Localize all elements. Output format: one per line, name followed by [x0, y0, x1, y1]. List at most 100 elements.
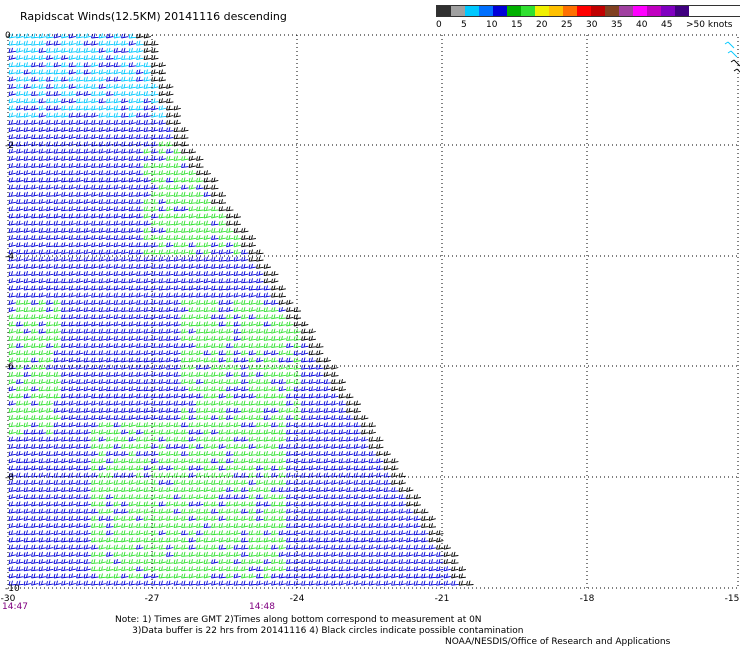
wind-barb: [188, 148, 196, 154]
wind-barb: [353, 501, 361, 507]
wind-barb: [53, 335, 61, 341]
wind-barb: [61, 54, 69, 61]
wind-barb: [31, 465, 39, 471]
wind-barb: [346, 429, 354, 435]
wind-barb: [128, 184, 137, 190]
wind-barb: [263, 350, 271, 356]
wind-barb: [181, 378, 189, 385]
wind-barb: [323, 443, 331, 449]
wind-barb: [91, 33, 99, 39]
wind-barb: [91, 249, 99, 255]
wind-barb: [233, 522, 241, 529]
wind-barb: [181, 234, 189, 241]
wind-barb: [113, 76, 121, 82]
wind-barb: [31, 537, 39, 543]
wind-barb: [128, 450, 137, 457]
wind-barb: [151, 378, 159, 385]
wind-barb: [121, 306, 129, 313]
wind-barb: [98, 69, 106, 75]
wind-barb: [368, 515, 376, 521]
wind-barb: [136, 335, 144, 341]
color-swatch: [451, 6, 465, 16]
wind-barb: [91, 537, 99, 543]
wind-barb: [8, 321, 17, 327]
wind-barb: [46, 486, 54, 493]
wind-barb: [143, 40, 152, 46]
wind-barb: [23, 558, 31, 565]
wind-barb: [68, 242, 76, 248]
wind-barb: [136, 393, 144, 399]
wind-barb: [98, 328, 106, 334]
wind-barb: [376, 580, 384, 586]
wind-barb: [91, 119, 99, 125]
wind-barb: [128, 494, 136, 500]
wind-barb: [83, 62, 91, 68]
wind-barb: [151, 299, 159, 305]
wind-barb: [263, 400, 271, 406]
wind-barb: [31, 40, 39, 46]
wind-barb: [128, 321, 136, 327]
wind-barb: [68, 350, 77, 356]
wind-barb: [23, 494, 32, 500]
wind-barb: [68, 69, 76, 75]
wind-barb: [53, 551, 61, 557]
wind-barb: [76, 566, 84, 572]
wind-barb: [113, 342, 121, 349]
wind-barb: [248, 436, 256, 442]
wind-barb: [113, 429, 121, 435]
wind-barb: [188, 249, 196, 255]
wind-barb: [181, 429, 189, 435]
wind-barb: [83, 458, 91, 464]
wind-barb: [76, 112, 84, 118]
wind-barb: [136, 486, 144, 493]
wind-barb: [278, 436, 286, 442]
wind-barb: [346, 400, 354, 406]
wind-barb: [143, 62, 152, 68]
wind-barb: [368, 479, 376, 485]
wind-barb: [241, 580, 249, 586]
wind-barb: [293, 544, 301, 550]
wind-barb: [308, 414, 316, 421]
wind-barb: [256, 465, 264, 471]
wind-barb: [293, 314, 302, 320]
wind-barb: [38, 436, 46, 442]
wind-barb: [38, 54, 46, 61]
wind-barb: [383, 551, 391, 557]
wind-barb: [188, 544, 196, 550]
wind-barb: [248, 450, 256, 457]
wind-barb: [241, 436, 249, 442]
wind-barb: [121, 407, 129, 413]
wind-barb: [136, 227, 144, 233]
wind-barb: [196, 544, 204, 550]
wind-barb: [271, 335, 279, 341]
wind-barb: [256, 486, 264, 493]
wind-barb: [38, 206, 46, 212]
wind-barb: [181, 580, 189, 586]
wind-barb: [128, 364, 136, 370]
wind-barb: [286, 386, 294, 392]
wind-barb: [113, 386, 121, 392]
wind-barb: [376, 450, 384, 457]
wind-barb: [53, 306, 61, 313]
wind-barb: [241, 508, 249, 514]
wind-barb: [196, 573, 204, 579]
wind-barb: [301, 429, 309, 435]
wind-barb: [248, 350, 256, 356]
lon-tick-label: -21: [435, 594, 450, 604]
wind-barb: [301, 494, 309, 500]
wind-barb: [286, 371, 294, 377]
wind-barb: [98, 515, 106, 521]
wind-barb: [83, 177, 92, 183]
wind-barb: [188, 227, 196, 233]
wind-barb: [91, 443, 99, 449]
wind-barb: [211, 378, 219, 385]
wind-barb: [151, 177, 159, 183]
wind-barb: [166, 191, 174, 197]
wind-barb: [241, 292, 249, 298]
wind-barb: [218, 515, 226, 521]
wind-barb: [68, 98, 76, 104]
wind-barb: [398, 544, 406, 550]
wind-barb: [211, 580, 219, 586]
wind-barb: [143, 378, 152, 385]
wind-barb: [241, 335, 249, 341]
